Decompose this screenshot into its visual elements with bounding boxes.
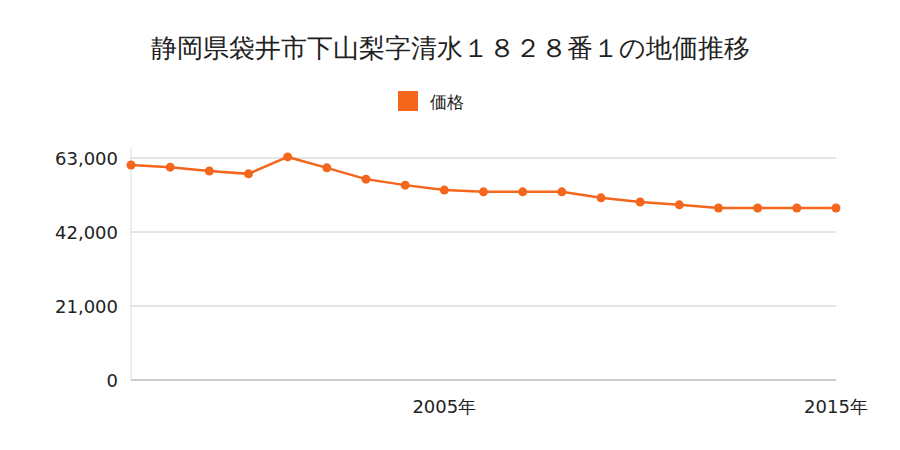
point bbox=[322, 163, 331, 172]
legend-label: 価格 bbox=[430, 92, 464, 112]
grid-line bbox=[131, 306, 836, 307]
y-tick-label: 63,000 bbox=[55, 148, 118, 169]
point bbox=[557, 187, 566, 196]
x-tick-label: 2005年 bbox=[412, 396, 476, 417]
point bbox=[714, 204, 723, 213]
legend: 価格 bbox=[398, 91, 464, 112]
point bbox=[675, 200, 684, 209]
grid-line bbox=[131, 232, 836, 233]
point bbox=[244, 169, 253, 178]
title: 静岡県袋井市下山梨字清水１８２８番１の地価推移 bbox=[151, 33, 750, 63]
x-tick-label: 2015年 bbox=[804, 396, 868, 417]
point bbox=[792, 204, 801, 213]
point bbox=[283, 152, 292, 161]
point bbox=[440, 186, 449, 195]
point bbox=[127, 161, 136, 170]
point bbox=[518, 187, 527, 196]
point bbox=[597, 193, 606, 202]
plot-area bbox=[127, 152, 841, 212]
y-tick-label: 0 bbox=[107, 370, 118, 391]
grid-line bbox=[131, 158, 836, 159]
point bbox=[362, 175, 371, 184]
point bbox=[636, 198, 645, 207]
legend-swatch bbox=[398, 91, 418, 111]
point bbox=[166, 163, 175, 172]
series-line bbox=[131, 157, 836, 208]
y-tick-label: 42,000 bbox=[55, 222, 118, 243]
point bbox=[832, 204, 841, 213]
grid-line bbox=[131, 380, 836, 381]
y-tick-label: 21,000 bbox=[55, 296, 118, 317]
point bbox=[401, 181, 410, 190]
point bbox=[205, 167, 214, 176]
point bbox=[479, 187, 488, 196]
chart: 静岡県袋井市下山梨字清水１８２８番１の地価推移価格 0 21,000 42,000 63… bbox=[0, 0, 900, 450]
point bbox=[753, 204, 762, 213]
y-axis-line bbox=[131, 147, 132, 380]
